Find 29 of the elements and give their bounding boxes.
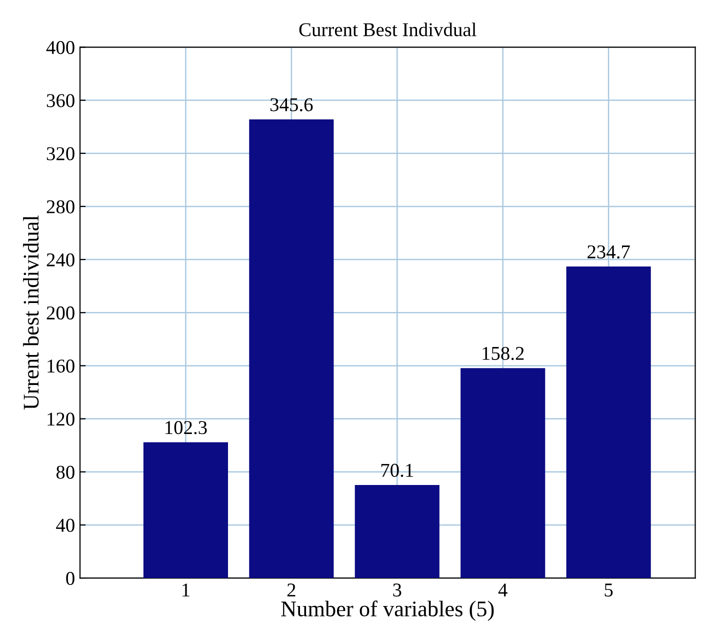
bar [354, 485, 440, 578]
y-tick-label: 280 [46, 200, 74, 214]
data-label: 234.7 [588, 245, 630, 259]
bar [566, 266, 651, 578]
x-tick-label: 3 [393, 584, 402, 597]
data-label: 70.1 [381, 464, 413, 477]
y-tick-label: 0 [66, 572, 74, 585]
x-axis-title: Number of variables (5) [281, 600, 494, 621]
y-tick-label: 360 [46, 94, 74, 108]
y-tick-label: 200 [46, 306, 74, 320]
y-tick-label: 160 [48, 360, 74, 373]
x-tick-label: 4 [498, 584, 508, 596]
bar [143, 442, 228, 578]
data-label: 158.2 [482, 346, 524, 360]
y-tick-label: 120 [48, 412, 74, 426]
y-tick-label: 40 [56, 518, 74, 532]
x-tick-label: 1 [182, 584, 190, 596]
data-label: 345.6 [270, 98, 313, 112]
bar [249, 119, 334, 578]
y-tick-label: 400 [46, 40, 74, 54]
data-label: 102.3 [166, 421, 207, 434]
x-tick-label: 5 [604, 584, 613, 597]
y-tick-label: 240 [46, 253, 74, 266]
x-tick-label: 2 [287, 584, 296, 596]
bar [460, 368, 546, 578]
y-axis-title: Urrent best individual [23, 216, 39, 410]
y-tick-label: 320 [46, 147, 74, 160]
chart-title: Current Best Indivdual [299, 22, 476, 36]
y-tick-label: 80 [56, 466, 74, 479]
